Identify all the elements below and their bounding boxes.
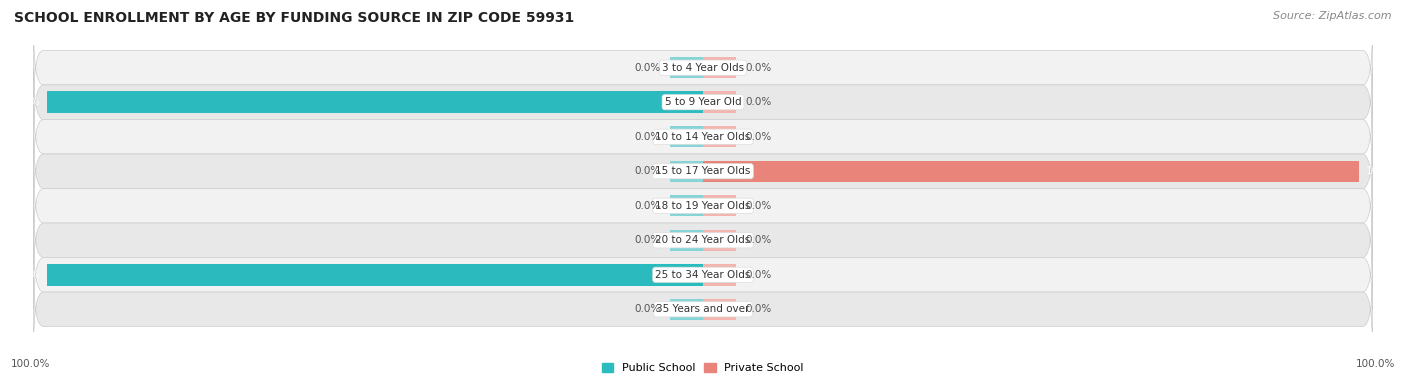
FancyBboxPatch shape [34,240,1372,309]
Text: 3 to 4 Year Olds: 3 to 4 Year Olds [662,63,744,73]
Bar [671,299,703,320]
Text: 0.0%: 0.0% [745,132,772,142]
FancyBboxPatch shape [34,33,1372,102]
Text: 25 to 34 Year Olds: 25 to 34 Year Olds [655,270,751,280]
FancyBboxPatch shape [34,137,1372,206]
Bar [703,264,735,285]
Bar [671,57,703,78]
Legend: Public School, Private School: Public School, Private School [598,359,808,377]
Bar [703,126,735,147]
FancyBboxPatch shape [34,206,1372,275]
Bar [671,230,703,251]
Text: 0.0%: 0.0% [634,235,661,245]
Bar [46,92,703,113]
Text: 100.0%: 100.0% [1355,359,1395,369]
Bar [703,92,735,113]
Bar [703,195,735,216]
Text: 100.0%: 100.0% [11,359,51,369]
Text: 100.0%: 100.0% [1365,166,1405,176]
Text: 0.0%: 0.0% [634,132,661,142]
Text: 18 to 19 Year Olds: 18 to 19 Year Olds [655,201,751,211]
Text: Source: ZipAtlas.com: Source: ZipAtlas.com [1274,11,1392,21]
Text: 0.0%: 0.0% [745,304,772,314]
Bar [703,299,735,320]
Text: 0.0%: 0.0% [634,63,661,73]
Bar [671,195,703,216]
Bar [46,264,703,285]
Text: 0.0%: 0.0% [634,201,661,211]
Bar [703,161,1360,182]
FancyBboxPatch shape [34,102,1372,171]
Text: 0.0%: 0.0% [745,201,772,211]
Bar [671,161,703,182]
FancyBboxPatch shape [34,68,1372,137]
Text: 20 to 24 Year Olds: 20 to 24 Year Olds [655,235,751,245]
Text: SCHOOL ENROLLMENT BY AGE BY FUNDING SOURCE IN ZIP CODE 59931: SCHOOL ENROLLMENT BY AGE BY FUNDING SOUR… [14,11,574,25]
Bar [671,126,703,147]
Text: 10 to 14 Year Olds: 10 to 14 Year Olds [655,132,751,142]
FancyBboxPatch shape [34,275,1372,344]
Text: 0.0%: 0.0% [634,166,661,176]
Text: 0.0%: 0.0% [745,63,772,73]
Text: 5 to 9 Year Old: 5 to 9 Year Old [665,97,741,107]
Text: 100.0%: 100.0% [1,97,41,107]
Text: 15 to 17 Year Olds: 15 to 17 Year Olds [655,166,751,176]
FancyBboxPatch shape [34,171,1372,240]
Text: 35 Years and over: 35 Years and over [657,304,749,314]
Text: 0.0%: 0.0% [745,97,772,107]
Text: 0.0%: 0.0% [745,270,772,280]
Text: 100.0%: 100.0% [1,270,41,280]
Bar [703,230,735,251]
Text: 0.0%: 0.0% [745,235,772,245]
Bar [703,57,735,78]
Text: 0.0%: 0.0% [634,304,661,314]
